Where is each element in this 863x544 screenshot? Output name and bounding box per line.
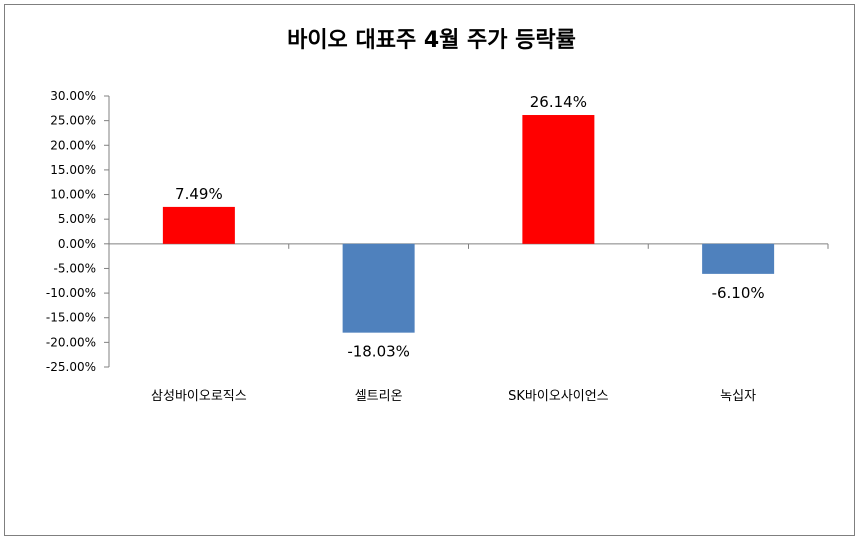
bar [162,206,235,244]
data-label: 7.49% [175,185,223,203]
y-tick-label: -20.00% [46,335,96,349]
data-label: -6.10% [712,284,765,302]
bar [702,243,775,274]
chart-title: 바이오 대표주 4월 주가 등락률 [287,28,576,53]
x-category-label: 삼성바이오로직스 [151,389,247,404]
y-tick-label: 30.00% [50,89,96,103]
y-tick-label: 5.00% [58,212,96,226]
bar [342,243,415,333]
data-label: -18.03% [347,343,410,361]
y-tick-label: 15.00% [50,163,96,177]
y-tick-label: -15.00% [46,311,96,325]
x-category-label: 셀트리온 [355,389,403,404]
x-category-label: 녹십자 [720,389,756,404]
bar [522,115,595,244]
data-label: 26.14% [530,93,587,111]
y-tick-label: 20.00% [50,138,96,152]
y-tick-label: 25.00% [50,114,96,128]
y-tick-label: 10.00% [50,188,96,202]
y-tick-label: -5.00% [54,261,96,275]
x-category-label: SK바이오사이언스 [508,389,609,404]
y-tick-label: -25.00% [46,360,96,374]
y-tick-label: 0.00% [58,237,96,251]
y-tick-label: -10.00% [46,286,96,300]
